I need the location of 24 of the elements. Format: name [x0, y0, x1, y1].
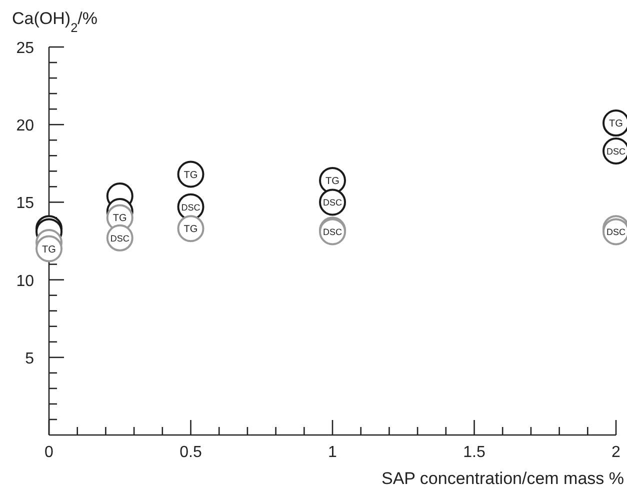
y-tick-label: 20: [16, 118, 34, 135]
y-tick-label: 25: [16, 40, 34, 57]
x-tick-label: 1.5: [463, 444, 486, 461]
series-label: DSC: [606, 146, 626, 156]
y-tick-label: 5: [25, 350, 34, 368]
series-label: DSC: [322, 227, 342, 238]
text: DSC: [322, 198, 342, 208]
text: TG: [184, 170, 198, 181]
text: TG: [112, 213, 127, 224]
text: DSC: [606, 227, 626, 238]
text: DSC: [110, 233, 130, 244]
series-label: TG: [609, 118, 624, 130]
x-tick-label: 0.5: [180, 444, 202, 461]
text: TG: [326, 176, 340, 187]
x-tick-label: 2: [612, 444, 621, 461]
text: DSC: [181, 202, 200, 212]
y-tick-label: 10: [16, 272, 34, 290]
series-label: TG: [42, 244, 56, 256]
x-tick-label: 1: [328, 444, 338, 461]
text: TG: [184, 224, 198, 236]
y-axis-title: Ca(OH)$_{2}$/%: [12, 9, 98, 34]
x-tick-label: 0: [44, 444, 54, 461]
x-axis-title: SAP concentration/cem mass %: [381, 469, 624, 488]
y-tick-label: 15: [16, 195, 34, 212]
